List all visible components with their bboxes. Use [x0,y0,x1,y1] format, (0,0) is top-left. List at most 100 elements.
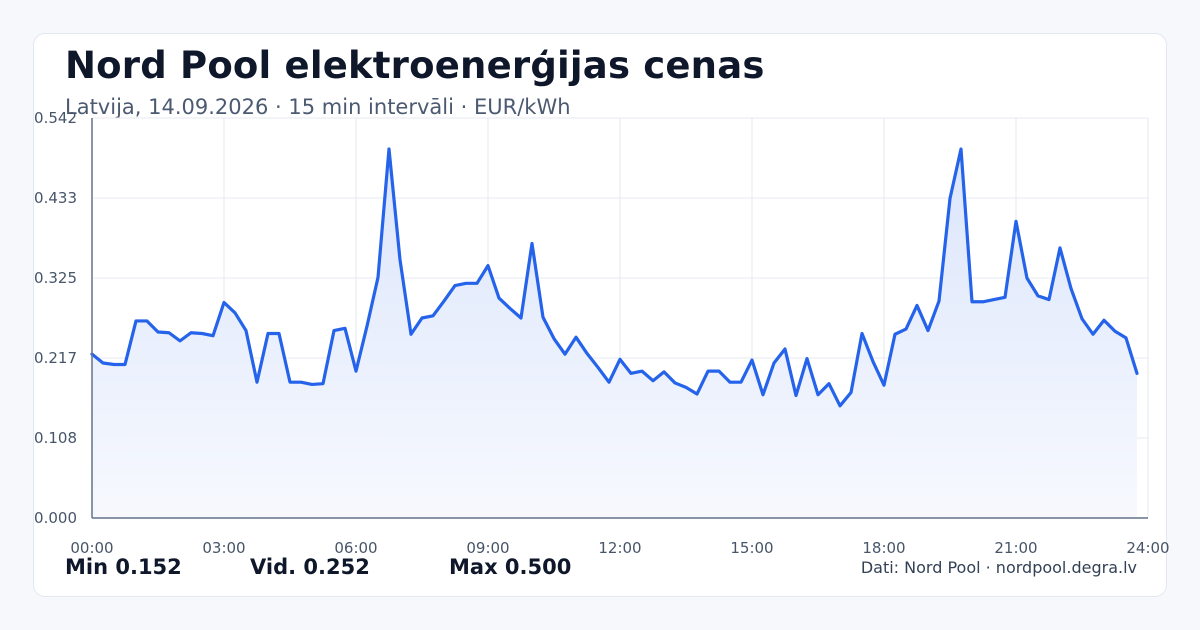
x-tick-label: 15:00 [730,539,773,557]
price-point [509,307,512,310]
price-point [707,370,710,373]
price-point [839,404,842,407]
x-tick-label: 00:00 [70,539,113,557]
price-point [971,300,974,303]
price-point [399,258,402,261]
price-point [553,337,556,340]
price-point [355,370,358,373]
price-point [905,328,908,331]
price-point [663,370,666,373]
x-axis-ticks: 00:00 03:00 06:00 09:00 12:00 15:00 18:00 21:00… [70,539,1169,557]
price-point [652,379,655,382]
price-point [729,381,732,384]
price-point [960,148,963,151]
y-tick-label: 0.000 [34,509,77,527]
price-point [91,353,94,356]
price-point [1103,319,1106,322]
price-point [531,242,534,245]
price-point [432,314,435,317]
price-point [872,360,875,363]
price-point [124,363,127,366]
price-point [564,353,567,356]
price-point [157,331,160,334]
price-point [916,304,919,307]
price-point [113,363,116,366]
price-point [267,332,270,335]
price-point [223,301,226,304]
price-point [696,393,699,396]
price-point [795,394,798,397]
price-point [146,320,149,323]
price-point [190,331,193,334]
price-point [1004,296,1007,299]
data-source: Dati: Nord Pool · nordpool.degra.lv [860,558,1137,577]
price-point [597,366,600,369]
price-point [1125,337,1128,340]
price-point [740,381,743,384]
chart-axes [91,118,1148,519]
price-point [751,359,754,362]
price-point [608,381,611,384]
price-point [377,276,380,279]
price-point [850,391,853,394]
price-point [487,264,490,267]
price-point [542,316,545,319]
price-point [784,348,787,351]
price-point [949,197,952,200]
price-point [135,320,138,323]
price-point [1114,330,1117,333]
price-point [366,325,369,328]
price-point [762,393,765,396]
stat-average: Vid. 0.252 [250,555,370,579]
x-tick-label: 24:00 [1126,539,1169,557]
price-point [289,381,292,384]
price-point [421,317,424,320]
x-tick-label: 18:00 [862,539,905,557]
y-axis-ticks: 0.000 0.108 0.217 0.325 0.433 0.542 [34,109,77,527]
price-point [575,336,578,339]
price-point [333,329,336,332]
price-point [256,381,259,384]
chart-subtitle: Latvija, 14.09.2026 · 15 min intervāli ·… [65,95,571,119]
price-point [443,300,446,303]
price-point [1048,298,1051,301]
price-point [861,332,864,335]
chart-title: Nord Pool elektroenerģijas cenas [65,44,765,87]
price-point [498,297,501,300]
price-point [212,334,215,337]
price-point [1070,287,1073,290]
price-point [773,362,776,365]
x-tick-label: 03:00 [202,539,245,557]
price-point [520,317,523,320]
x-tick-label: 09:00 [466,539,509,557]
y-tick-label: 0.542 [34,109,77,127]
price-point [102,362,105,365]
price-point [388,148,391,151]
price-point [982,300,985,303]
price-point [168,331,171,334]
price-point [311,383,314,386]
y-tick-label: 0.433 [34,189,77,207]
price-point [245,329,248,332]
price-point [817,393,820,396]
x-tick-label: 06:00 [334,539,377,557]
price-point [1059,246,1062,249]
price-point [179,339,182,342]
price-point [1026,277,1029,280]
price-point [938,300,941,303]
stat-min: Min 0.152 [65,555,182,579]
price-point [344,327,347,330]
price-point [1037,294,1040,297]
price-point [234,311,237,314]
y-tick-label: 0.108 [34,429,77,447]
price-line [90,147,1139,408]
price-point [1081,317,1084,320]
price-point [674,382,677,385]
price-point [586,352,589,355]
price-point [1092,333,1095,336]
price-point [883,384,886,387]
x-tick-label: 21:00 [994,539,1037,557]
price-point [806,357,809,360]
price-area [92,149,1137,518]
price-point [619,358,622,361]
